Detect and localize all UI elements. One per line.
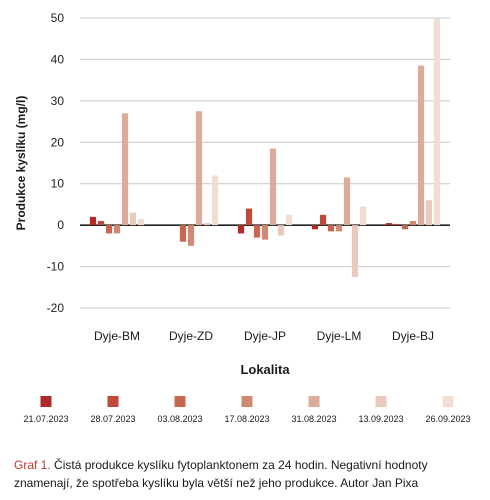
oxygen-production-chart: -20 -10 0 10 20 30 40 50 Produkce kyslíku (mg/l)… [14,11,471,424]
bar [195,111,203,226]
caption-text: Čistá produkce kyslíku fytoplanktonem za… [14,458,428,490]
x-tick-label: Dyje-JP [244,329,286,343]
bar [343,177,351,226]
legend-label: 13.09.2023 [358,414,403,424]
x-tick-label: Dyje-BJ [392,329,434,343]
bar [393,223,401,226]
bar [237,225,245,234]
bar [89,216,97,226]
bar [351,225,359,277]
legend-swatch [174,396,186,407]
bar [113,225,121,234]
y-tick-label: 50 [51,11,65,25]
bar [311,225,319,230]
bar [433,18,441,226]
bar [359,206,367,226]
bar [327,225,335,232]
x-tick-label: Dyje-ZD [169,329,213,343]
y-axis-label: Produkce kyslíku (mg/l) [14,96,28,231]
legend-label: 28.07.2023 [90,414,135,424]
x-tick-label: Dyje-BM [94,329,140,343]
bar [261,225,269,240]
legend-swatch [442,396,454,407]
bar [129,212,137,226]
y-tick-label: 20 [51,135,65,149]
y-tick-label: -20 [47,301,65,315]
bar [425,200,433,226]
bar [203,223,211,226]
legend-swatch [241,396,253,407]
legend-swatch [40,396,52,407]
bar [335,225,343,232]
legend-label: 26.09.2023 [425,414,470,424]
x-tick-label: Dyje-LM [317,329,362,343]
legend-swatch [375,396,387,407]
legend-label: 31.08.2023 [291,414,336,424]
bar [269,148,277,226]
bar [253,225,261,238]
bar [179,225,187,242]
legend-swatch [308,396,320,407]
legend-swatch [107,396,119,407]
bar [277,225,285,236]
y-tick-label: 10 [51,177,65,191]
caption-author: Autor Jan Pixa [340,476,419,490]
legend-label: 21.07.2023 [23,414,68,424]
bar [211,175,219,226]
bar [401,225,409,230]
caption-label: Graf 1. [14,458,51,472]
bar [319,214,327,226]
bar [385,223,393,226]
x-axis-label: Lokalita [240,362,290,377]
y-tick-label: 40 [51,52,65,66]
legend-label: 03.08.2023 [157,414,202,424]
figure-caption: Graf 1. Čistá produkce kyslíku fytoplank… [14,456,480,492]
bar [137,218,145,226]
bar [285,214,293,226]
bar [97,221,105,226]
y-tick-label: 0 [57,218,64,232]
bar [245,208,253,226]
legend-label: 17.08.2023 [224,414,269,424]
bar [121,113,129,226]
bar [417,65,425,226]
y-tick-label: 30 [51,94,65,108]
bar [187,225,195,246]
bar [105,225,113,234]
bar [409,221,417,226]
y-tick-label: -10 [47,260,65,274]
